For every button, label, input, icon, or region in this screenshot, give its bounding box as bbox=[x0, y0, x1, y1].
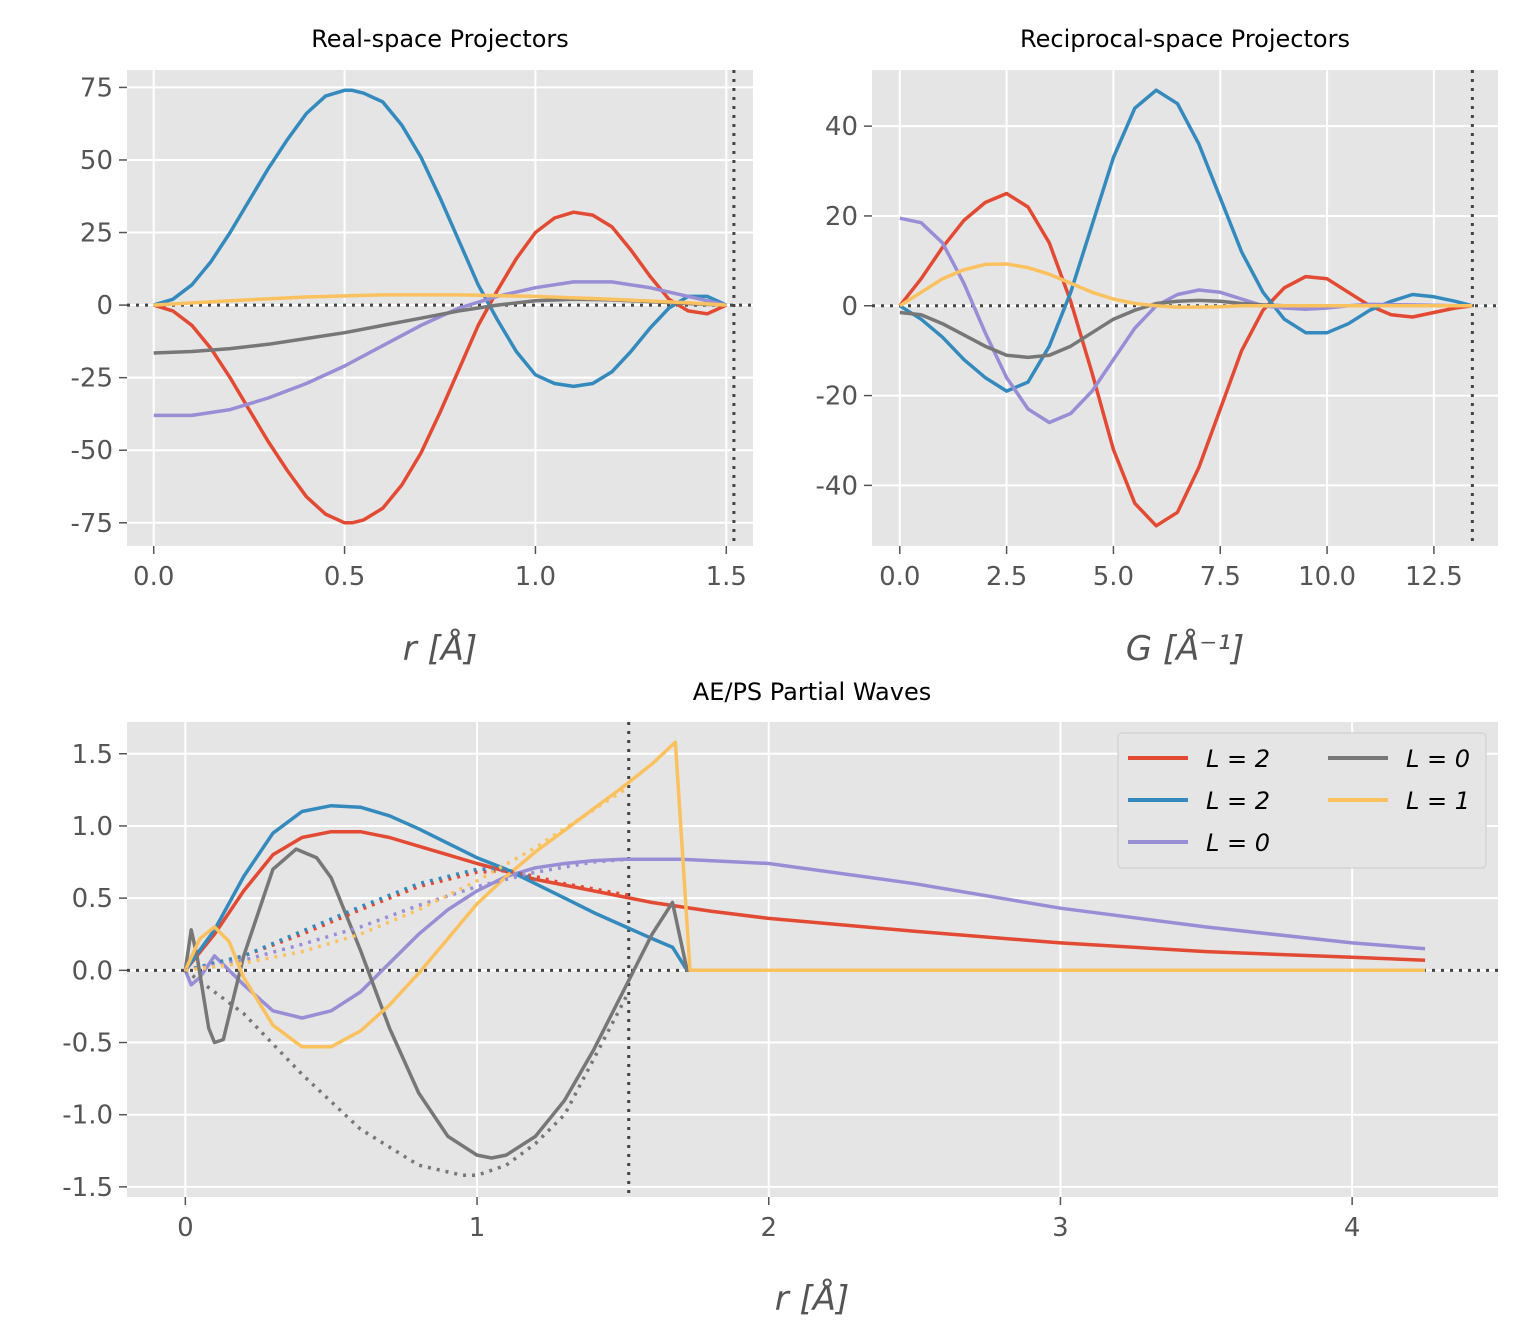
partial-waves-panel: 0 1 2 3 4 1.5 1.0 0.5 0.0 -0.5 -1.0 -1.5 AE/PS Part… bbox=[62, 678, 1498, 1319]
partial-waves-xlabel: r [Å] bbox=[775, 1278, 850, 1319]
x-tick-label: 3 bbox=[1052, 1213, 1069, 1243]
y-tick-label: 50 bbox=[80, 146, 113, 176]
legend-label: L = 0 bbox=[1406, 745, 1470, 773]
partial-waves-title: AE/PS Partial Waves bbox=[693, 678, 931, 706]
legend-label: L = 1 bbox=[1406, 787, 1470, 815]
x-tick-label: 0.5 bbox=[324, 562, 365, 592]
x-tick-label: 7.5 bbox=[1200, 562, 1241, 592]
reciprocal-space-title: Reciprocal-space Projectors bbox=[1020, 25, 1350, 53]
series-line bbox=[183, 803, 1426, 973]
y-tick-label: 0 bbox=[841, 292, 858, 322]
reciprocal-space-xlabel: G [Å⁻¹] bbox=[1126, 628, 1245, 669]
real-space-projectors-panel: 0.0 0.5 1.0 1.5 75 50 25 0 -25 -50 -75 Real-space … bbox=[71, 25, 753, 669]
partial-waves-ticks: 0 1 2 3 4 1.5 1.0 0.5 0.0 -0.5 -1.0 -1.5 bbox=[62, 740, 1360, 1243]
series-line bbox=[153, 293, 727, 307]
y-tick-label: 25 bbox=[80, 219, 113, 249]
reciprocal-space-series bbox=[898, 88, 1473, 528]
real-space-xlabel: r [Å] bbox=[403, 628, 478, 669]
y-tick-label: -1.0 bbox=[62, 1101, 113, 1131]
reciprocal-space-ticks: 0.0 2.5 5.0 7.5 10.0 12.5 40 20 0 -20 -40 bbox=[816, 112, 1463, 592]
y-tick-label: -25 bbox=[71, 364, 113, 394]
y-tick-label: 20 bbox=[825, 202, 858, 232]
real-space-plot-area bbox=[127, 70, 753, 546]
series-line bbox=[898, 262, 1473, 309]
series-line bbox=[184, 867, 536, 972]
y-tick-label: -1.5 bbox=[62, 1173, 113, 1203]
series-line bbox=[153, 210, 728, 525]
series-line bbox=[183, 740, 1426, 1049]
y-tick-label: 0.5 bbox=[72, 884, 113, 914]
y-tick-label: 0.0 bbox=[72, 956, 113, 986]
real-space-series bbox=[153, 88, 728, 525]
reciprocal-space-grid bbox=[872, 70, 1498, 546]
y-tick-label: 75 bbox=[80, 73, 113, 103]
y-tick-label: 1.5 bbox=[72, 740, 113, 770]
x-tick-label: 1.5 bbox=[706, 562, 747, 592]
x-tick-label: 0 bbox=[177, 1213, 194, 1243]
y-tick-label: 0 bbox=[96, 291, 113, 321]
series-line bbox=[183, 857, 1426, 1020]
y-tick-label: -20 bbox=[816, 382, 858, 412]
x-tick-label: 10.0 bbox=[1298, 562, 1356, 592]
y-tick-label: -75 bbox=[71, 509, 113, 539]
x-tick-label: 1 bbox=[469, 1213, 486, 1243]
y-tick-label: -50 bbox=[71, 436, 113, 466]
legend-label: L = 2 bbox=[1206, 787, 1270, 815]
legend-label: L = 0 bbox=[1206, 829, 1270, 857]
y-tick-label: 1.0 bbox=[72, 812, 113, 842]
real-space-ticks: 0.0 0.5 1.0 1.5 75 50 25 0 -25 -50 -75 bbox=[71, 73, 747, 592]
series-line bbox=[184, 968, 631, 1178]
real-space-reference-lines bbox=[127, 70, 753, 546]
partial-waves-legend: L = 2 L = 0 L = 2 L = 1 L = 0 bbox=[1117, 732, 1487, 869]
partial-waves-series bbox=[183, 740, 1426, 1178]
legend-box bbox=[1117, 732, 1487, 869]
real-space-title: Real-space Projectors bbox=[311, 25, 569, 53]
y-tick-label: -40 bbox=[816, 471, 858, 501]
series-line bbox=[898, 191, 1473, 528]
y-tick-label: 40 bbox=[825, 112, 858, 142]
x-tick-label: 5.0 bbox=[1093, 562, 1134, 592]
series-line bbox=[153, 88, 728, 389]
y-tick-label: -0.5 bbox=[62, 1029, 113, 1059]
reciprocal-space-reference-lines bbox=[872, 70, 1498, 546]
series-line bbox=[183, 829, 1426, 972]
x-tick-label: 0.0 bbox=[879, 562, 920, 592]
series-line bbox=[183, 847, 1426, 1160]
reciprocal-space-projectors-panel: 0.0 2.5 5.0 7.5 10.0 12.5 40 20 0 -20 -40 Reciproc… bbox=[816, 25, 1498, 669]
x-tick-label: 2 bbox=[760, 1213, 777, 1243]
x-tick-label: 0.0 bbox=[133, 562, 174, 592]
x-tick-label: 4 bbox=[1344, 1213, 1361, 1243]
x-tick-label: 2.5 bbox=[986, 562, 1027, 592]
x-tick-label: 1.0 bbox=[515, 562, 556, 592]
legend-label: L = 2 bbox=[1206, 745, 1270, 773]
series-line bbox=[153, 280, 727, 418]
x-tick-label: 12.5 bbox=[1405, 562, 1463, 592]
